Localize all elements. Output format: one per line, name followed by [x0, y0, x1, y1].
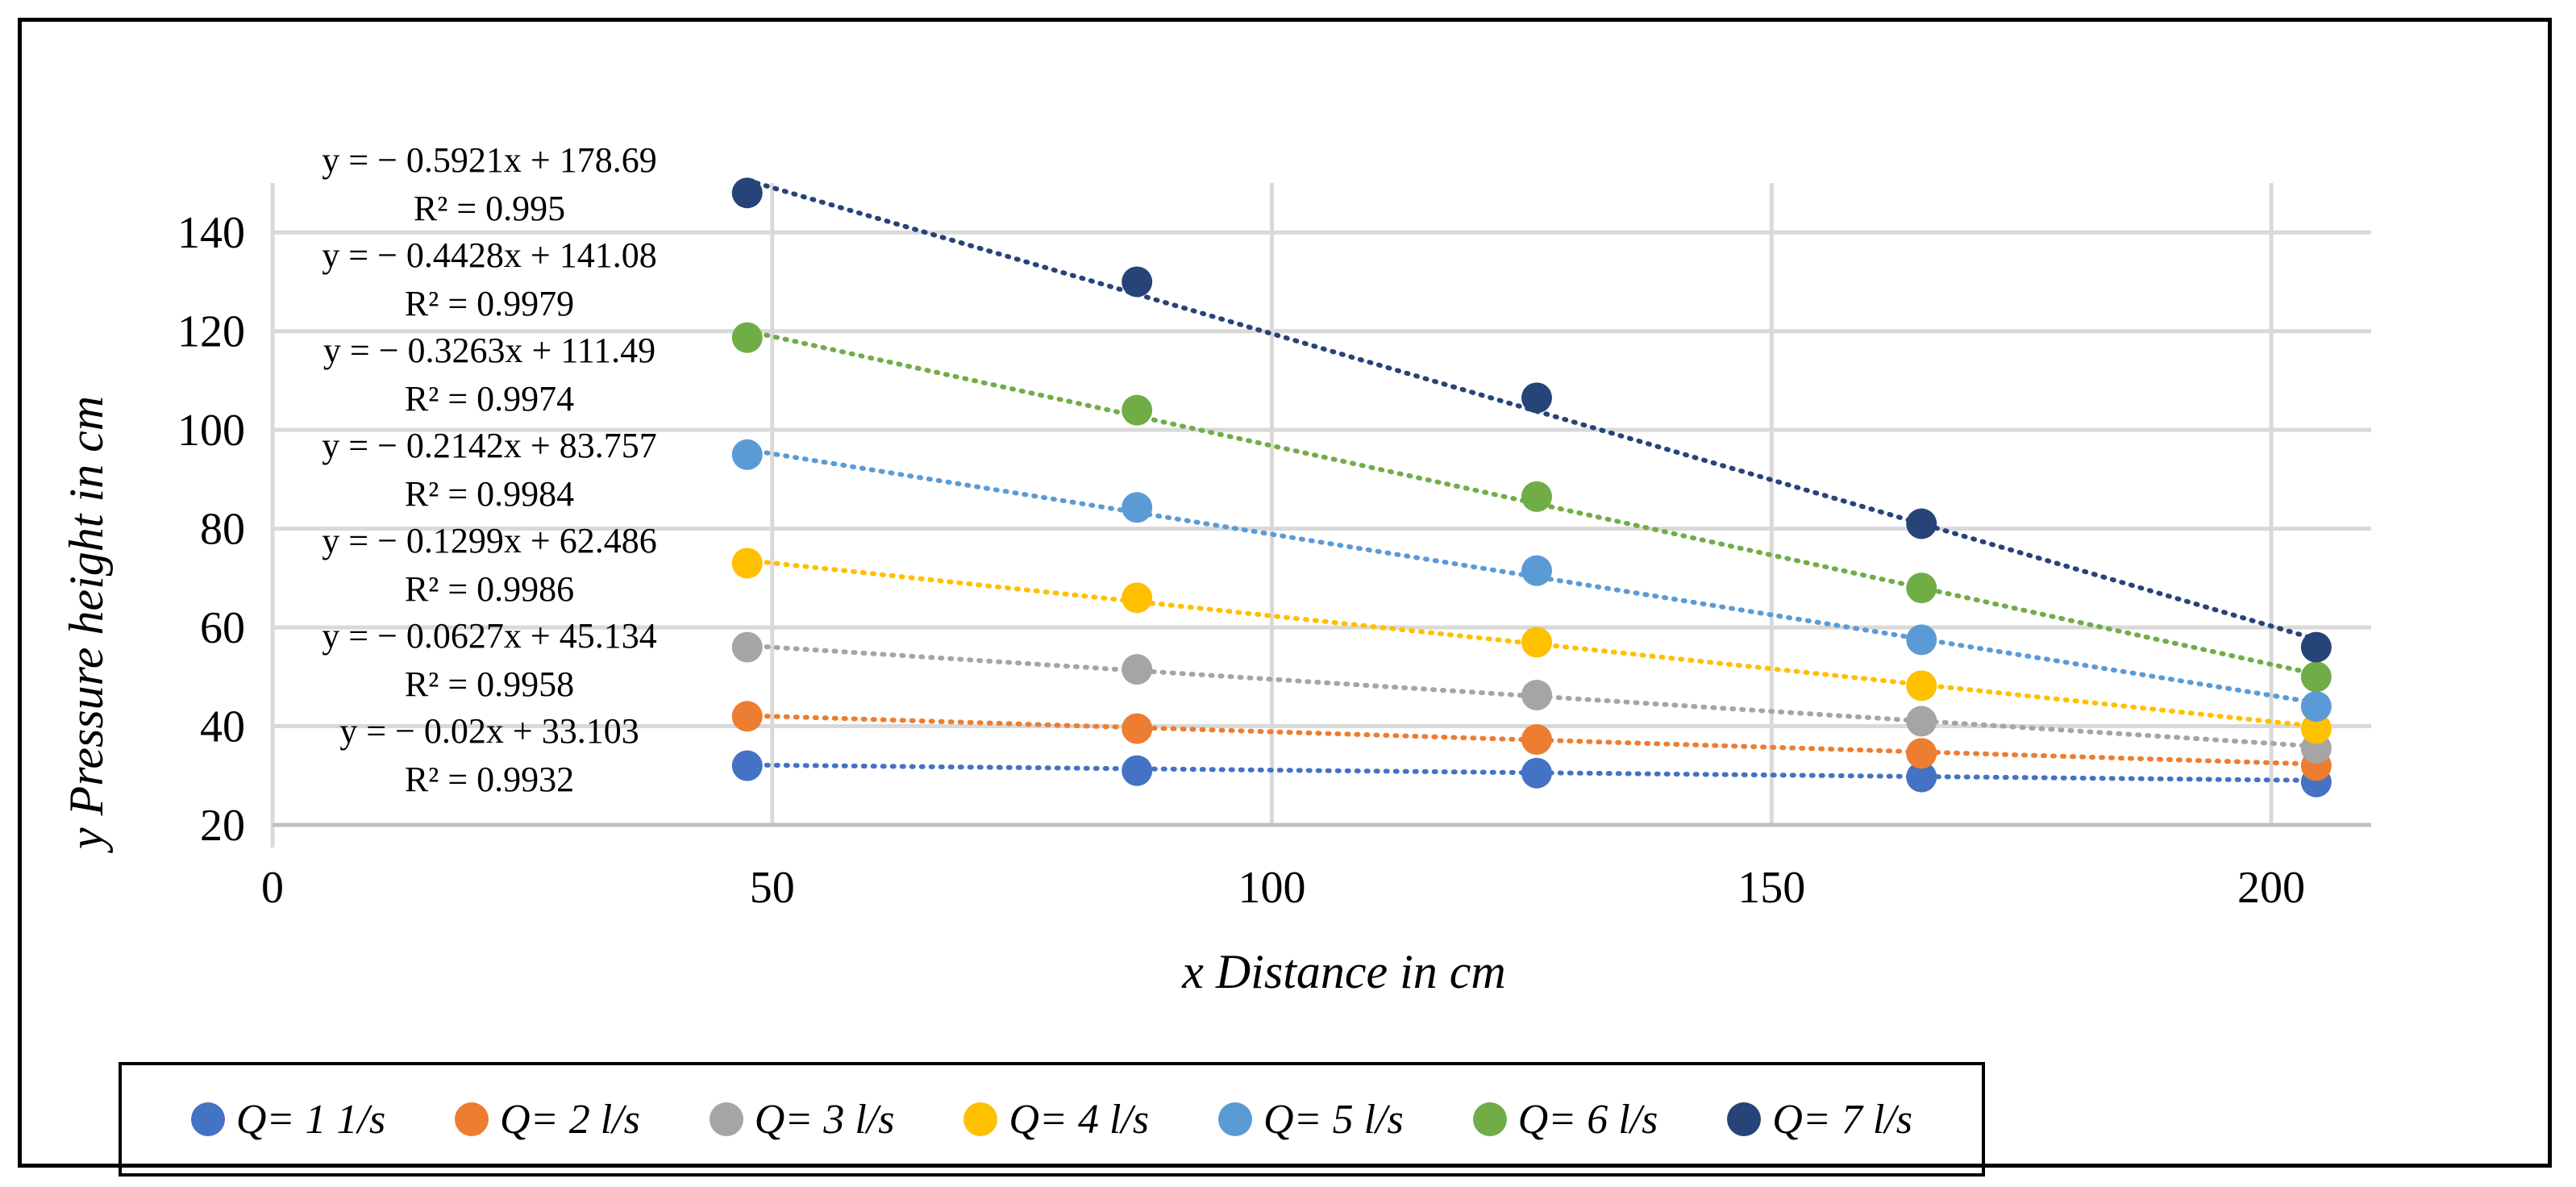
data-point — [731, 322, 763, 353]
data-point — [1906, 573, 1937, 604]
legend-label: Q= 4 l/s — [1009, 1096, 1150, 1143]
data-point — [1906, 508, 1937, 539]
chart-frame: 20 40 60 80 100 120 140 0 50 100 150 200 y = − 0.59… — [18, 18, 2552, 1177]
chart-plot: 20 40 60 80 100 120 140 0 50 100 150 200 y = − 0.59… — [60, 140, 2371, 998]
legend-label: Q= 6 l/s — [1517, 1096, 1658, 1143]
y-tick-label: 40 — [200, 702, 245, 752]
data-point — [1906, 738, 1937, 769]
data-point — [1521, 627, 1552, 658]
r-squared-label: R² = 0.9974 — [405, 379, 574, 419]
legend-label: Q= 5 l/s — [1263, 1096, 1404, 1143]
legend-marker-icon — [1472, 1102, 1507, 1136]
data-point — [731, 548, 763, 579]
x-tick-label: 50 — [750, 863, 795, 913]
r-squared-label: R² = 0.9986 — [405, 569, 574, 609]
data-point — [731, 701, 763, 732]
data-point — [731, 750, 763, 781]
data-point — [2300, 631, 2332, 663]
trendline — [744, 557, 2319, 729]
data-point — [2300, 713, 2332, 744]
r-squared-label: R² = 0.995 — [414, 189, 565, 228]
legend-item: Q= 3 l/s — [709, 1096, 895, 1143]
data-point — [731, 439, 763, 470]
data-points — [731, 177, 2332, 798]
r-squared-label: R² = 0.9984 — [405, 474, 574, 514]
y-tick-label: 20 — [200, 801, 245, 851]
legend-label: Q= 2 l/s — [500, 1096, 640, 1143]
data-point — [731, 631, 763, 663]
trend-equation: y = − 0.1299x + 62.486 — [322, 521, 656, 560]
legend-marker-icon — [963, 1102, 998, 1136]
legend-label: Q= 1 1/s — [235, 1096, 386, 1143]
data-point — [1906, 624, 1937, 656]
x-tick-label: 200 — [2237, 863, 2305, 913]
legend-item: Q= 1 1/s — [190, 1096, 386, 1143]
r-squared-label: R² = 0.9932 — [405, 760, 574, 799]
data-point — [1906, 761, 1937, 793]
data-point — [1521, 724, 1552, 756]
legend: Q= 1 1/s Q= 2 l/s Q= 3 l/s Q= 4 l/s Q= 5 l/s… — [119, 1062, 1985, 1177]
y-tick-label: 120 — [177, 307, 245, 357]
trend-equation: y = − 0.02x + 33.103 — [339, 711, 639, 751]
y-tick-label: 60 — [200, 603, 245, 653]
legend-item: Q= 2 l/s — [455, 1096, 640, 1143]
y-axis-title: y Pressure height in cm — [60, 396, 113, 854]
legend-marker-icon — [709, 1102, 743, 1136]
legend-marker-icon — [455, 1102, 489, 1136]
legend-item: Q= 6 l/s — [1472, 1096, 1658, 1143]
r-squared-label: R² = 0.9958 — [405, 664, 574, 704]
trend-equation: y = − 0.5921x + 178.69 — [322, 140, 656, 180]
y-tick-label: 80 — [200, 505, 245, 555]
trend-equations: y = − 0.5921x + 178.69 R² = 0.995 y = − 0.… — [322, 140, 656, 799]
data-point — [1521, 679, 1552, 710]
y-tick-label: 140 — [177, 208, 245, 258]
x-tick-label: 150 — [1737, 863, 1805, 913]
tick-labels: 20 40 60 80 100 120 140 0 50 100 150 200 — [177, 208, 2305, 913]
trend-equation: y = − 0.0627x + 45.134 — [322, 616, 656, 656]
legend-marker-icon — [190, 1102, 225, 1136]
legend-marker-icon — [1727, 1102, 1762, 1136]
y-tick-label: 100 — [177, 406, 245, 456]
data-point — [1521, 481, 1552, 512]
trend-equation: y = − 0.3263x + 111.49 — [323, 331, 655, 370]
data-point — [1906, 706, 1937, 737]
grid-lines — [270, 183, 2371, 848]
data-point — [2300, 661, 2332, 693]
legend-item: Q= 5 l/s — [1217, 1096, 1404, 1143]
data-point — [1521, 757, 1552, 789]
r-squared-label: R² = 0.9979 — [405, 284, 574, 323]
legend-label: Q= 7 l/s — [1772, 1096, 1913, 1143]
data-point — [1521, 555, 1552, 586]
data-point — [1122, 654, 1153, 685]
legend-item: Q= 4 l/s — [963, 1096, 1149, 1143]
data-point — [1906, 670, 1937, 702]
data-point — [1521, 382, 1552, 414]
legend-item: Q= 7 l/s — [1727, 1096, 1912, 1143]
data-point — [1122, 713, 1153, 744]
x-tick-label: 100 — [1238, 863, 1306, 913]
data-point — [1122, 492, 1153, 523]
legend-marker-icon — [1217, 1102, 1252, 1136]
trendline — [744, 177, 2319, 642]
data-point — [1122, 582, 1153, 614]
trend-equation: y = − 0.4428x + 141.08 — [322, 235, 656, 275]
data-point — [1122, 266, 1153, 298]
data-point — [731, 177, 763, 209]
data-point — [1122, 755, 1153, 786]
trend-equation: y = − 0.2142x + 83.757 — [322, 426, 656, 465]
legend-label: Q= 3 l/s — [754, 1096, 895, 1143]
data-point — [2300, 691, 2332, 723]
x-axis-title: x Distance in cm — [1181, 945, 1506, 998]
x-tick-label: 0 — [261, 863, 284, 913]
data-point — [1122, 394, 1153, 426]
